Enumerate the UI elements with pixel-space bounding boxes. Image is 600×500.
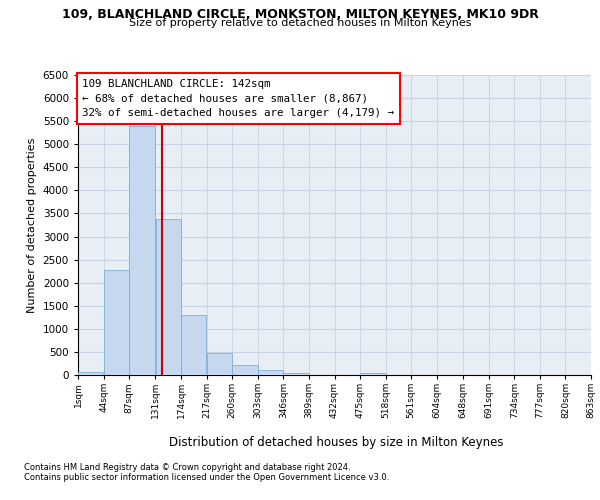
Bar bbox=[283, 372, 309, 375]
Bar bbox=[232, 366, 257, 375]
Text: Contains HM Land Registry data © Crown copyright and database right 2024.: Contains HM Land Registry data © Crown c… bbox=[24, 464, 350, 472]
Text: 109, BLANCHLAND CIRCLE, MONKSTON, MILTON KEYNES, MK10 9DR: 109, BLANCHLAND CIRCLE, MONKSTON, MILTON… bbox=[62, 8, 538, 20]
Bar bbox=[78, 372, 103, 375]
Y-axis label: Number of detached properties: Number of detached properties bbox=[27, 138, 37, 312]
Bar bbox=[155, 219, 181, 375]
Bar bbox=[181, 315, 206, 375]
Text: Distribution of detached houses by size in Milton Keynes: Distribution of detached houses by size … bbox=[169, 436, 503, 449]
Bar bbox=[104, 270, 129, 375]
Text: Contains public sector information licensed under the Open Government Licence v3: Contains public sector information licen… bbox=[24, 474, 389, 482]
Bar bbox=[206, 353, 232, 375]
Bar bbox=[130, 126, 155, 375]
Bar bbox=[360, 372, 386, 375]
Bar bbox=[258, 370, 283, 375]
Text: 109 BLANCHLAND CIRCLE: 142sqm
← 68% of detached houses are smaller (8,867)
32% o: 109 BLANCHLAND CIRCLE: 142sqm ← 68% of d… bbox=[82, 78, 394, 118]
Text: Size of property relative to detached houses in Milton Keynes: Size of property relative to detached ho… bbox=[129, 18, 471, 28]
